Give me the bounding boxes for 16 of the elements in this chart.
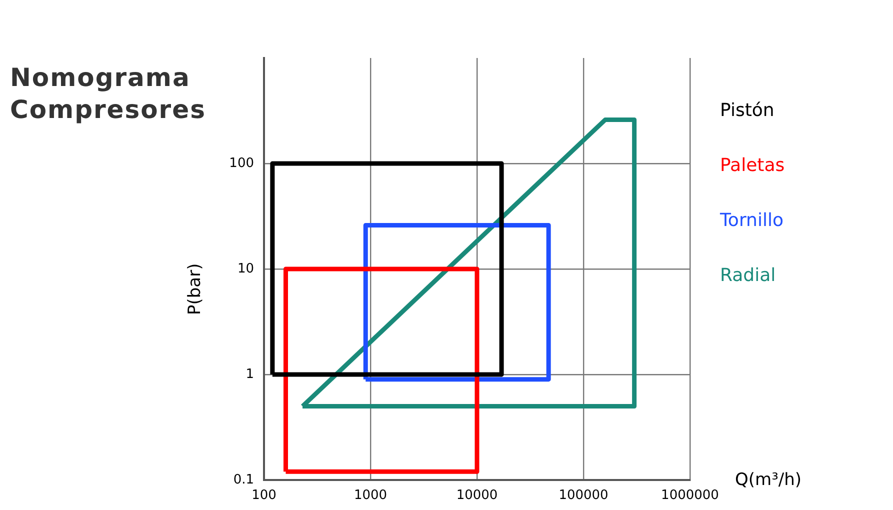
x-tick-label: 1000 — [354, 488, 388, 504]
text: Tornillo — [720, 210, 784, 233]
text: Paletas — [720, 155, 785, 178]
text: Pistón — [720, 100, 776, 123]
y-tick-label: 0.1 — [233, 472, 254, 488]
x-tick-label: 100000 — [558, 488, 608, 504]
x-axis-title: Q(m³/h) — [735, 470, 802, 490]
y-tick-label: 100 — [229, 156, 254, 171]
y-tick-label: 10 — [237, 261, 254, 276]
y-tick-label: 1 — [246, 366, 254, 382]
x-tick-label: 100 — [252, 488, 276, 504]
text: Nomograma Compresores — [10, 62, 207, 126]
x-tick-label: 10000 — [456, 488, 498, 504]
x-tick-label: 1000000 — [661, 488, 719, 504]
text: Radial — [720, 265, 777, 288]
y-axis-title: P(bar) — [185, 263, 205, 315]
